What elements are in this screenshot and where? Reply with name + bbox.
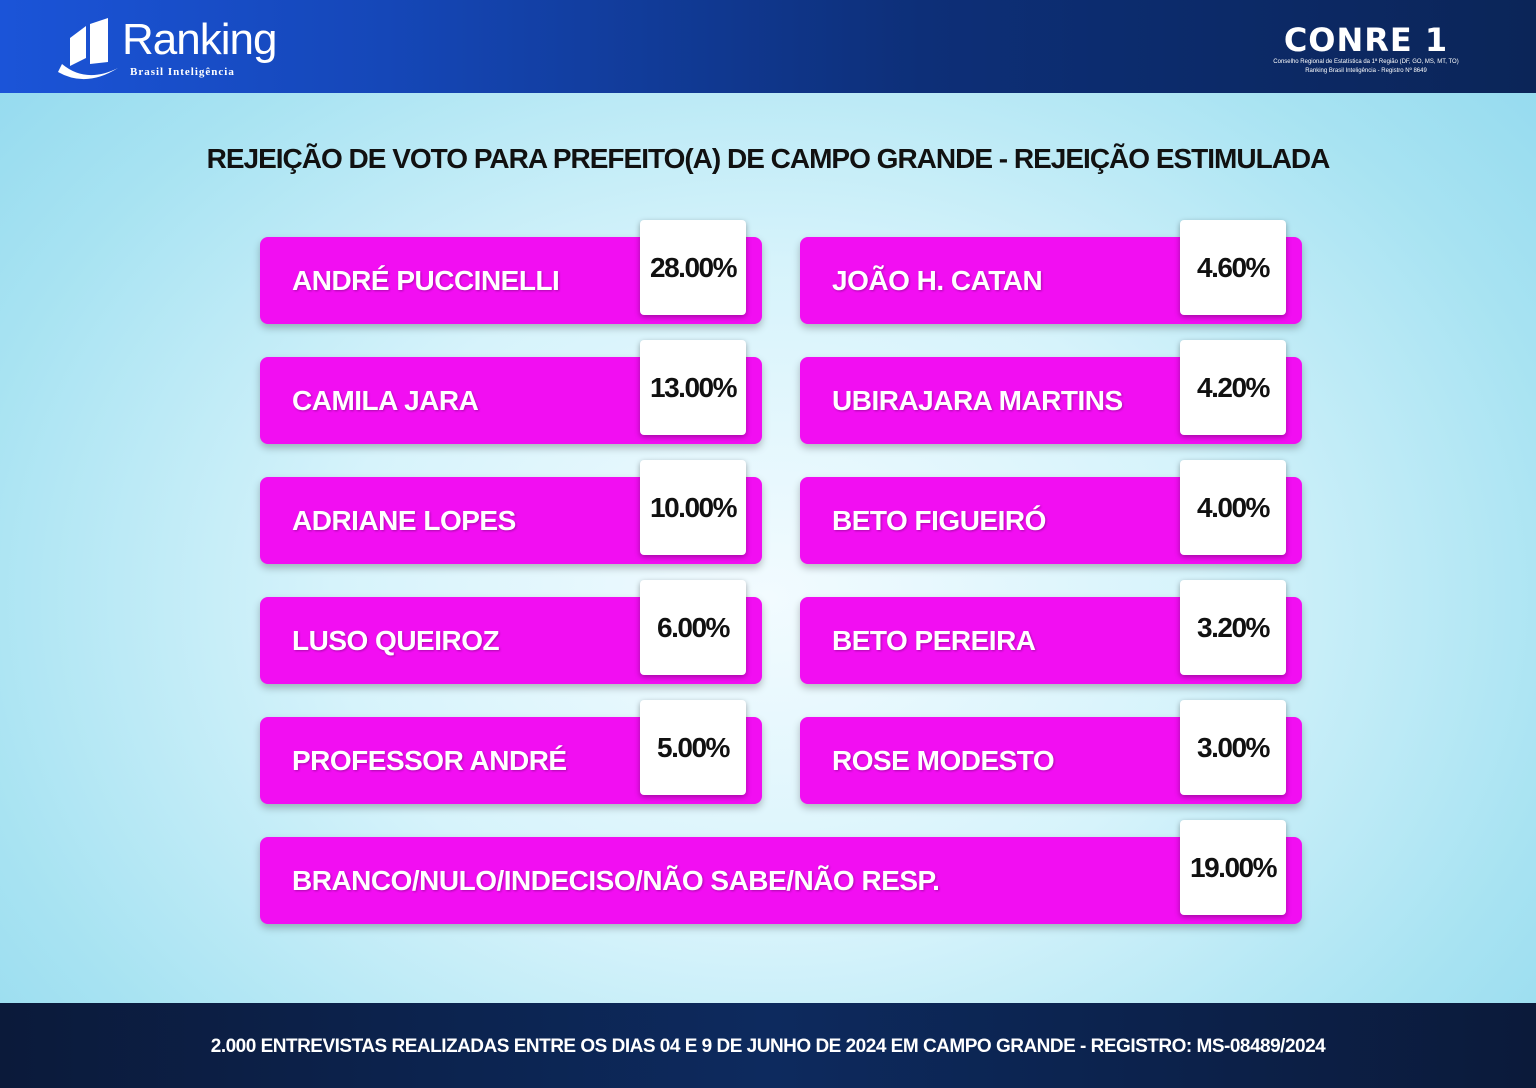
footer: 2.000 ENTREVISTAS REALIZADAS ENTRE OS DI… xyxy=(0,1003,1536,1088)
value-label: 28.00% xyxy=(650,251,737,283)
value-box: 4.60% xyxy=(1180,220,1286,315)
candidate-name: UBIRAJARA MARTINS xyxy=(832,385,1123,416)
value-box: 19.00% xyxy=(1180,820,1286,915)
value-box: 4.00% xyxy=(1180,460,1286,555)
value-box: 4.20% xyxy=(1180,340,1286,435)
candidate-name: CAMILA JARA xyxy=(292,385,479,416)
value-box: 3.00% xyxy=(1180,700,1286,795)
candidate-name: BETO PEREIRA xyxy=(832,625,1036,656)
candidate-name: PROFESSOR ANDRÉ xyxy=(292,745,567,776)
value-label: 4.60% xyxy=(1197,251,1270,283)
logo-subtitle: Brasil Inteligência xyxy=(130,66,235,78)
value-box: 3.20% xyxy=(1180,580,1286,675)
result-card: BETO PEREIRA 3.20% xyxy=(800,580,1302,684)
value-label: 3.20% xyxy=(1197,611,1270,643)
conre-logo: CONRE 1 Conselho Regional de Estatística… xyxy=(1226,22,1506,76)
value-label: 4.00% xyxy=(1197,491,1270,523)
conre-line2: Ranking Brasil Inteligência - Registro N… xyxy=(1305,68,1427,74)
result-card: LUSO QUEIROZ 6.00% xyxy=(260,580,762,684)
result-card: CAMILA JARA 13.00% xyxy=(260,340,762,444)
value-box: 28.00% xyxy=(640,220,746,315)
footer-text: 2.000 ENTREVISTAS REALIZADAS ENTRE OS DI… xyxy=(210,1036,1326,1057)
value-label: 5.00% xyxy=(657,731,730,763)
result-card: PROFESSOR ANDRÉ 5.00% xyxy=(260,700,762,804)
conre-line1: Conselho Regional de Estatística da 1ª R… xyxy=(1273,59,1459,65)
candidate-name: LUSO QUEIROZ xyxy=(292,625,500,656)
value-label: 19.00% xyxy=(1190,851,1277,883)
value-label: 10.00% xyxy=(650,491,737,523)
candidate-name: ANDRÉ PUCCINELLI xyxy=(292,265,560,296)
value-label: 3.00% xyxy=(1197,731,1270,763)
result-card: JOÃO H. CATAN 4.60% xyxy=(800,220,1302,324)
candidate-name: ROSE MODESTO xyxy=(832,745,1055,776)
value-box: 6.00% xyxy=(640,580,746,675)
ranking-logo-icon xyxy=(58,18,118,80)
candidate-name: BETO FIGUEIRÓ xyxy=(832,505,1046,536)
value-label: 6.00% xyxy=(657,611,730,643)
result-card: UBIRAJARA MARTINS 4.20% xyxy=(800,340,1302,444)
value-box: 5.00% xyxy=(640,700,746,795)
result-card: ANDRÉ PUCCINELLI 28.00% xyxy=(260,220,762,324)
value-box: 10.00% xyxy=(640,460,746,555)
conre-title: CONRE 1 xyxy=(1283,21,1449,59)
value-label: 13.00% xyxy=(650,371,737,403)
candidate-name: ADRIANE LOPES xyxy=(292,505,516,536)
value-box: 13.00% xyxy=(640,340,746,435)
header: Ranking Brasil Inteligência CONRE 1 Cons… xyxy=(0,0,1536,93)
result-card: BRANCO/NULO/INDECISO/NÃO SABE/NÃO RESP. 1… xyxy=(260,820,1302,924)
logo-word: Ranking xyxy=(122,15,277,64)
candidate-name: BRANCO/NULO/INDECISO/NÃO SABE/NÃO RESP. xyxy=(292,865,940,896)
ranking-logo: Ranking Brasil Inteligência xyxy=(56,14,286,84)
result-card: ROSE MODESTO 3.00% xyxy=(800,700,1302,804)
result-card: ADRIANE LOPES 10.00% xyxy=(260,460,762,564)
result-card: BETO FIGUEIRÓ 4.00% xyxy=(800,460,1302,564)
candidate-name: JOÃO H. CATAN xyxy=(832,265,1043,296)
chart-title: REJEIÇÃO DE VOTO PARA PREFEITO(A) DE CAM… xyxy=(206,143,1331,174)
value-label: 4.20% xyxy=(1197,371,1270,403)
